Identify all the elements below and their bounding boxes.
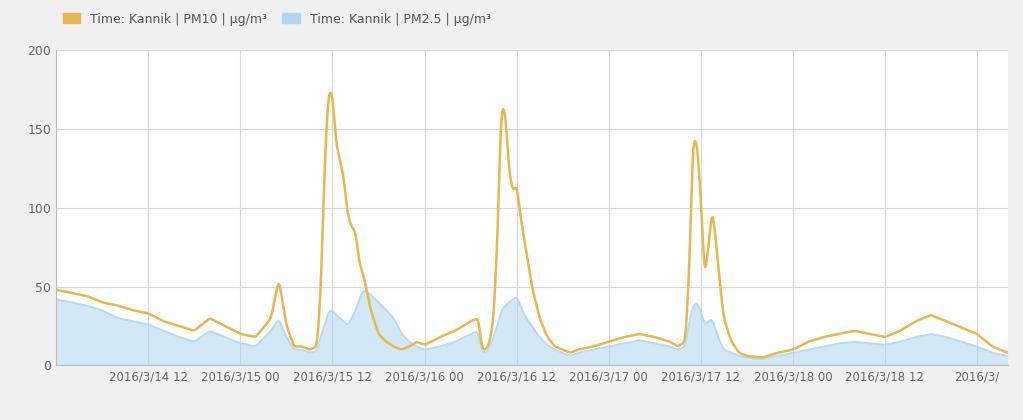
Legend: Time: Kannik | PM10 | µg/m³, Time: Kannik | PM2.5 | µg/m³: Time: Kannik | PM10 | µg/m³, Time: Kanni… — [62, 13, 490, 26]
